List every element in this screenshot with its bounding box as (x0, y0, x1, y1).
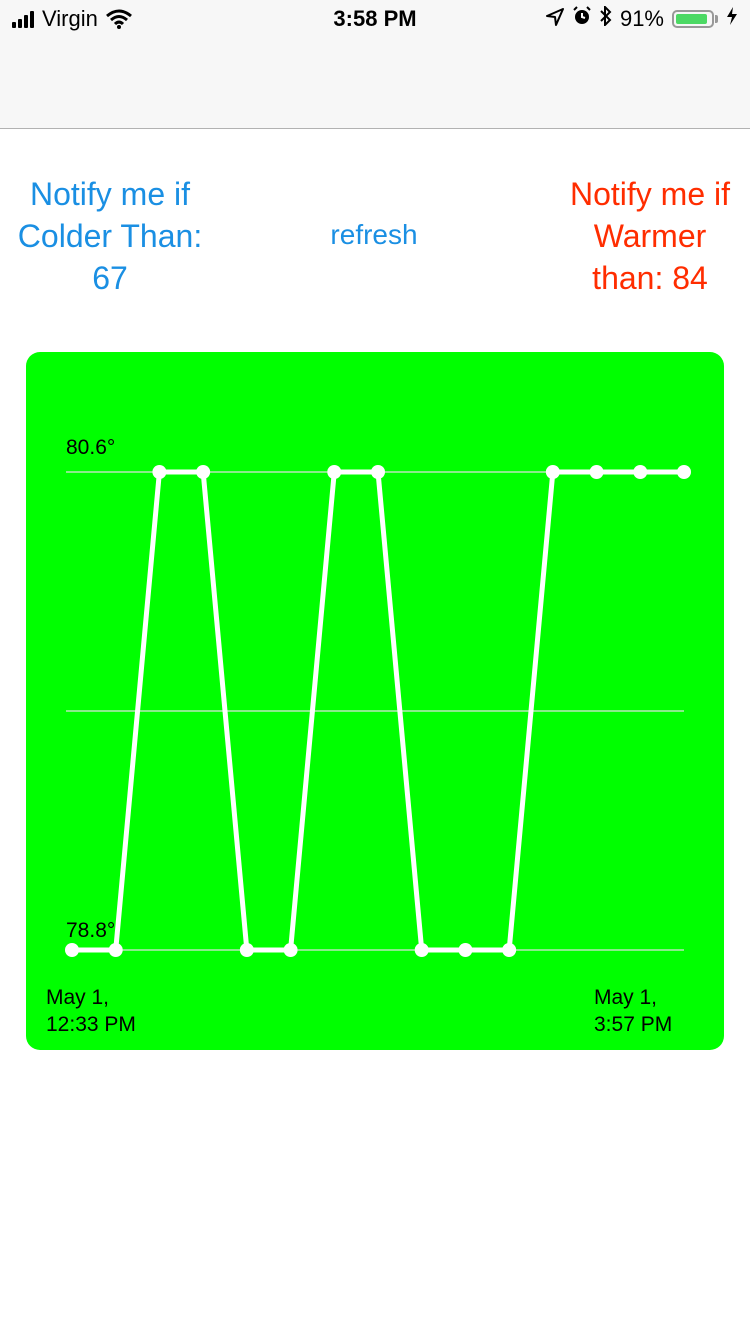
battery-level-fill (676, 14, 707, 24)
data-point[interactable] (65, 943, 79, 957)
y-tick-label-min: 78.8° (66, 919, 115, 942)
status-bar: Virgin 3:58 PM 91% (0, 0, 750, 40)
notify-warmer-line: Notify me if (569, 176, 731, 212)
status-time: 3:58 PM (333, 6, 417, 31)
battery-icon (672, 10, 718, 28)
data-point[interactable] (239, 943, 254, 957)
data-point[interactable] (327, 465, 342, 479)
data-point[interactable] (283, 943, 298, 957)
x-tick-label-end-date: May 1, (594, 986, 657, 1009)
carrier-name: Virgin (42, 6, 98, 31)
notify-colder-value: 67 (92, 260, 128, 296)
notify-colder-line: Notify me if (29, 176, 191, 212)
notify-colder-line: Colder Than: (17, 218, 203, 254)
x-tick-label-start-date: May 1, (46, 986, 109, 1009)
x-tick-label-start-time: 12:33 PM (46, 1013, 136, 1036)
notify-warmer-threshold[interactable]: Notify me if Warmer than: 84 (552, 173, 748, 299)
data-point[interactable] (677, 465, 691, 479)
temperature-chart-card: 80.6° 78.8° May 1, 12:33 PM May 1, 3:57 … (26, 352, 724, 1050)
data-point[interactable] (108, 943, 123, 957)
data-point[interactable] (458, 943, 473, 957)
data-point[interactable] (502, 943, 517, 957)
location-arrow-icon (545, 6, 564, 32)
alarm-icon (572, 6, 592, 32)
temperature-chart: 80.6° 78.8° May 1, 12:33 PM May 1, 3:57 … (46, 436, 691, 1036)
status-left: Virgin (12, 6, 132, 32)
charging-bolt-icon (726, 6, 738, 32)
data-point[interactable] (152, 465, 167, 479)
data-point[interactable] (545, 465, 560, 479)
data-point[interactable] (196, 465, 211, 479)
y-tick-label-max: 80.6° (66, 436, 115, 459)
data-point[interactable] (414, 943, 429, 957)
wifi-icon (105, 9, 132, 29)
data-point[interactable] (633, 465, 648, 479)
notify-colder-threshold[interactable]: Notify me if Colder Than: 67 (8, 173, 212, 299)
battery-percent: 91% (619, 6, 664, 31)
notify-warmer-line: Warmer (593, 218, 707, 254)
x-tick-label-end-time: 3:57 PM (594, 1013, 672, 1036)
data-point[interactable] (371, 465, 385, 479)
data-point[interactable] (589, 465, 604, 479)
notify-warmer-value: than: 84 (592, 260, 708, 296)
bluetooth-icon (600, 4, 612, 32)
navigation-bar (0, 40, 750, 129)
status-right: 91% (545, 4, 738, 32)
refresh-button[interactable]: refresh (300, 215, 448, 255)
signal-bars-icon (12, 10, 34, 28)
